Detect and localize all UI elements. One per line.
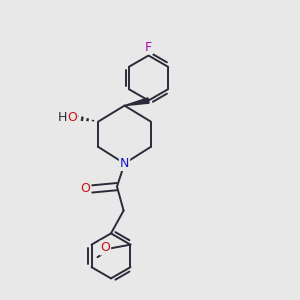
Text: H: H bbox=[58, 111, 67, 124]
Text: N: N bbox=[120, 157, 129, 170]
Text: O: O bbox=[81, 182, 90, 195]
Polygon shape bbox=[124, 98, 149, 106]
Text: F: F bbox=[145, 40, 152, 54]
Text: O: O bbox=[100, 242, 110, 254]
Text: O: O bbox=[68, 111, 77, 124]
